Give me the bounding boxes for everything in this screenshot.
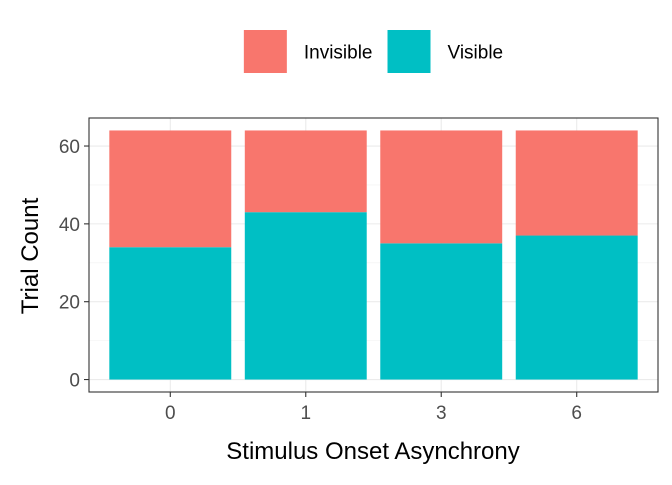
bar-invisible-6 [515, 130, 638, 236]
legend-label-visible: Visible [448, 43, 504, 64]
bar-visible-0 [109, 247, 232, 380]
x-tick-label: 6 [571, 403, 582, 424]
x-axis-title: Stimulus Onset Asynchrony [226, 438, 519, 465]
y-tick-label: 0 [69, 371, 80, 392]
bar-visible-3 [380, 243, 503, 380]
y-tick-label: 40 [59, 215, 80, 236]
legend-key-visible [387, 30, 431, 73]
x-tick-label: 0 [165, 403, 176, 424]
legend-key-invisible [243, 30, 287, 73]
legend-label-invisible: Invisible [304, 43, 373, 64]
bar-invisible-0 [109, 130, 232, 248]
y-axis: 0 20 40 60 [59, 137, 89, 392]
panel-border [88, 117, 659, 393]
bar-invisible-3 [380, 130, 503, 244]
x-tick-label: 1 [300, 403, 311, 424]
x-tick-label: 3 [436, 403, 447, 424]
y-tick-label: 60 [59, 137, 80, 158]
plot-panel [88, 117, 659, 393]
x-axis: 0 1 3 6 [165, 392, 582, 424]
legend: Invisible Visible [243, 30, 504, 73]
bar-visible-1 [244, 212, 367, 380]
y-axis-title: Trial Count [17, 197, 44, 314]
y-tick-label: 20 [59, 293, 80, 314]
bar-invisible-1 [244, 130, 367, 213]
bar-visible-6 [515, 235, 638, 380]
